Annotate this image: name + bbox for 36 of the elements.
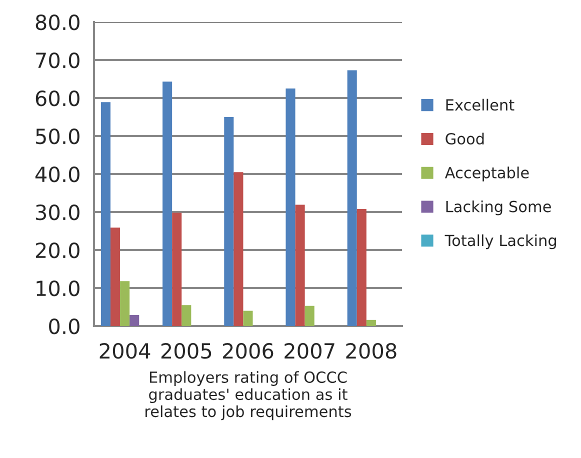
legend-label: Acceptable (444, 166, 529, 182)
bar (172, 212, 182, 326)
y-tick-label: 50.0 (36, 128, 80, 144)
bar (224, 117, 234, 326)
x-tick-label: 2008 (346, 343, 396, 359)
legend-label: Good (446, 132, 484, 145)
bar (356, 208, 366, 326)
y-tick-label: 10.0 (36, 280, 80, 296)
x-axis-title: Employers rating of OCCC graduates' education as it relates to job requirements (146, 371, 352, 420)
legend-label: Lacking Some (446, 200, 551, 216)
y-tick-label: 60.0 (36, 90, 80, 106)
y-tick-label: 80.0 (36, 14, 80, 30)
y-tick-label: 30.0 (36, 204, 80, 220)
bar (304, 306, 314, 326)
bar (182, 305, 192, 326)
bar (162, 82, 172, 326)
y-tick-label: 70.0 (36, 52, 80, 68)
y-tick-label: 20.0 (36, 242, 80, 258)
bar (295, 204, 305, 326)
x-tick-label: 2006 (223, 343, 274, 359)
bar (110, 228, 120, 326)
y-tick-label: 40.0 (35, 166, 80, 182)
bar (286, 88, 296, 326)
bar (130, 314, 140, 326)
y-tick-label: 0.0 (49, 318, 80, 334)
x-tick-label: 2007 (284, 343, 334, 359)
x-tick-label: 2005 (161, 343, 212, 359)
legend-label: Excellent (446, 98, 514, 111)
bar (243, 310, 253, 326)
legend-label: Totally Lacking (444, 234, 556, 250)
bar (120, 281, 130, 326)
bar (100, 102, 110, 326)
x-tick-label: 2004 (100, 343, 150, 359)
bar (366, 320, 376, 326)
bar (347, 70, 357, 326)
bar (234, 172, 244, 326)
